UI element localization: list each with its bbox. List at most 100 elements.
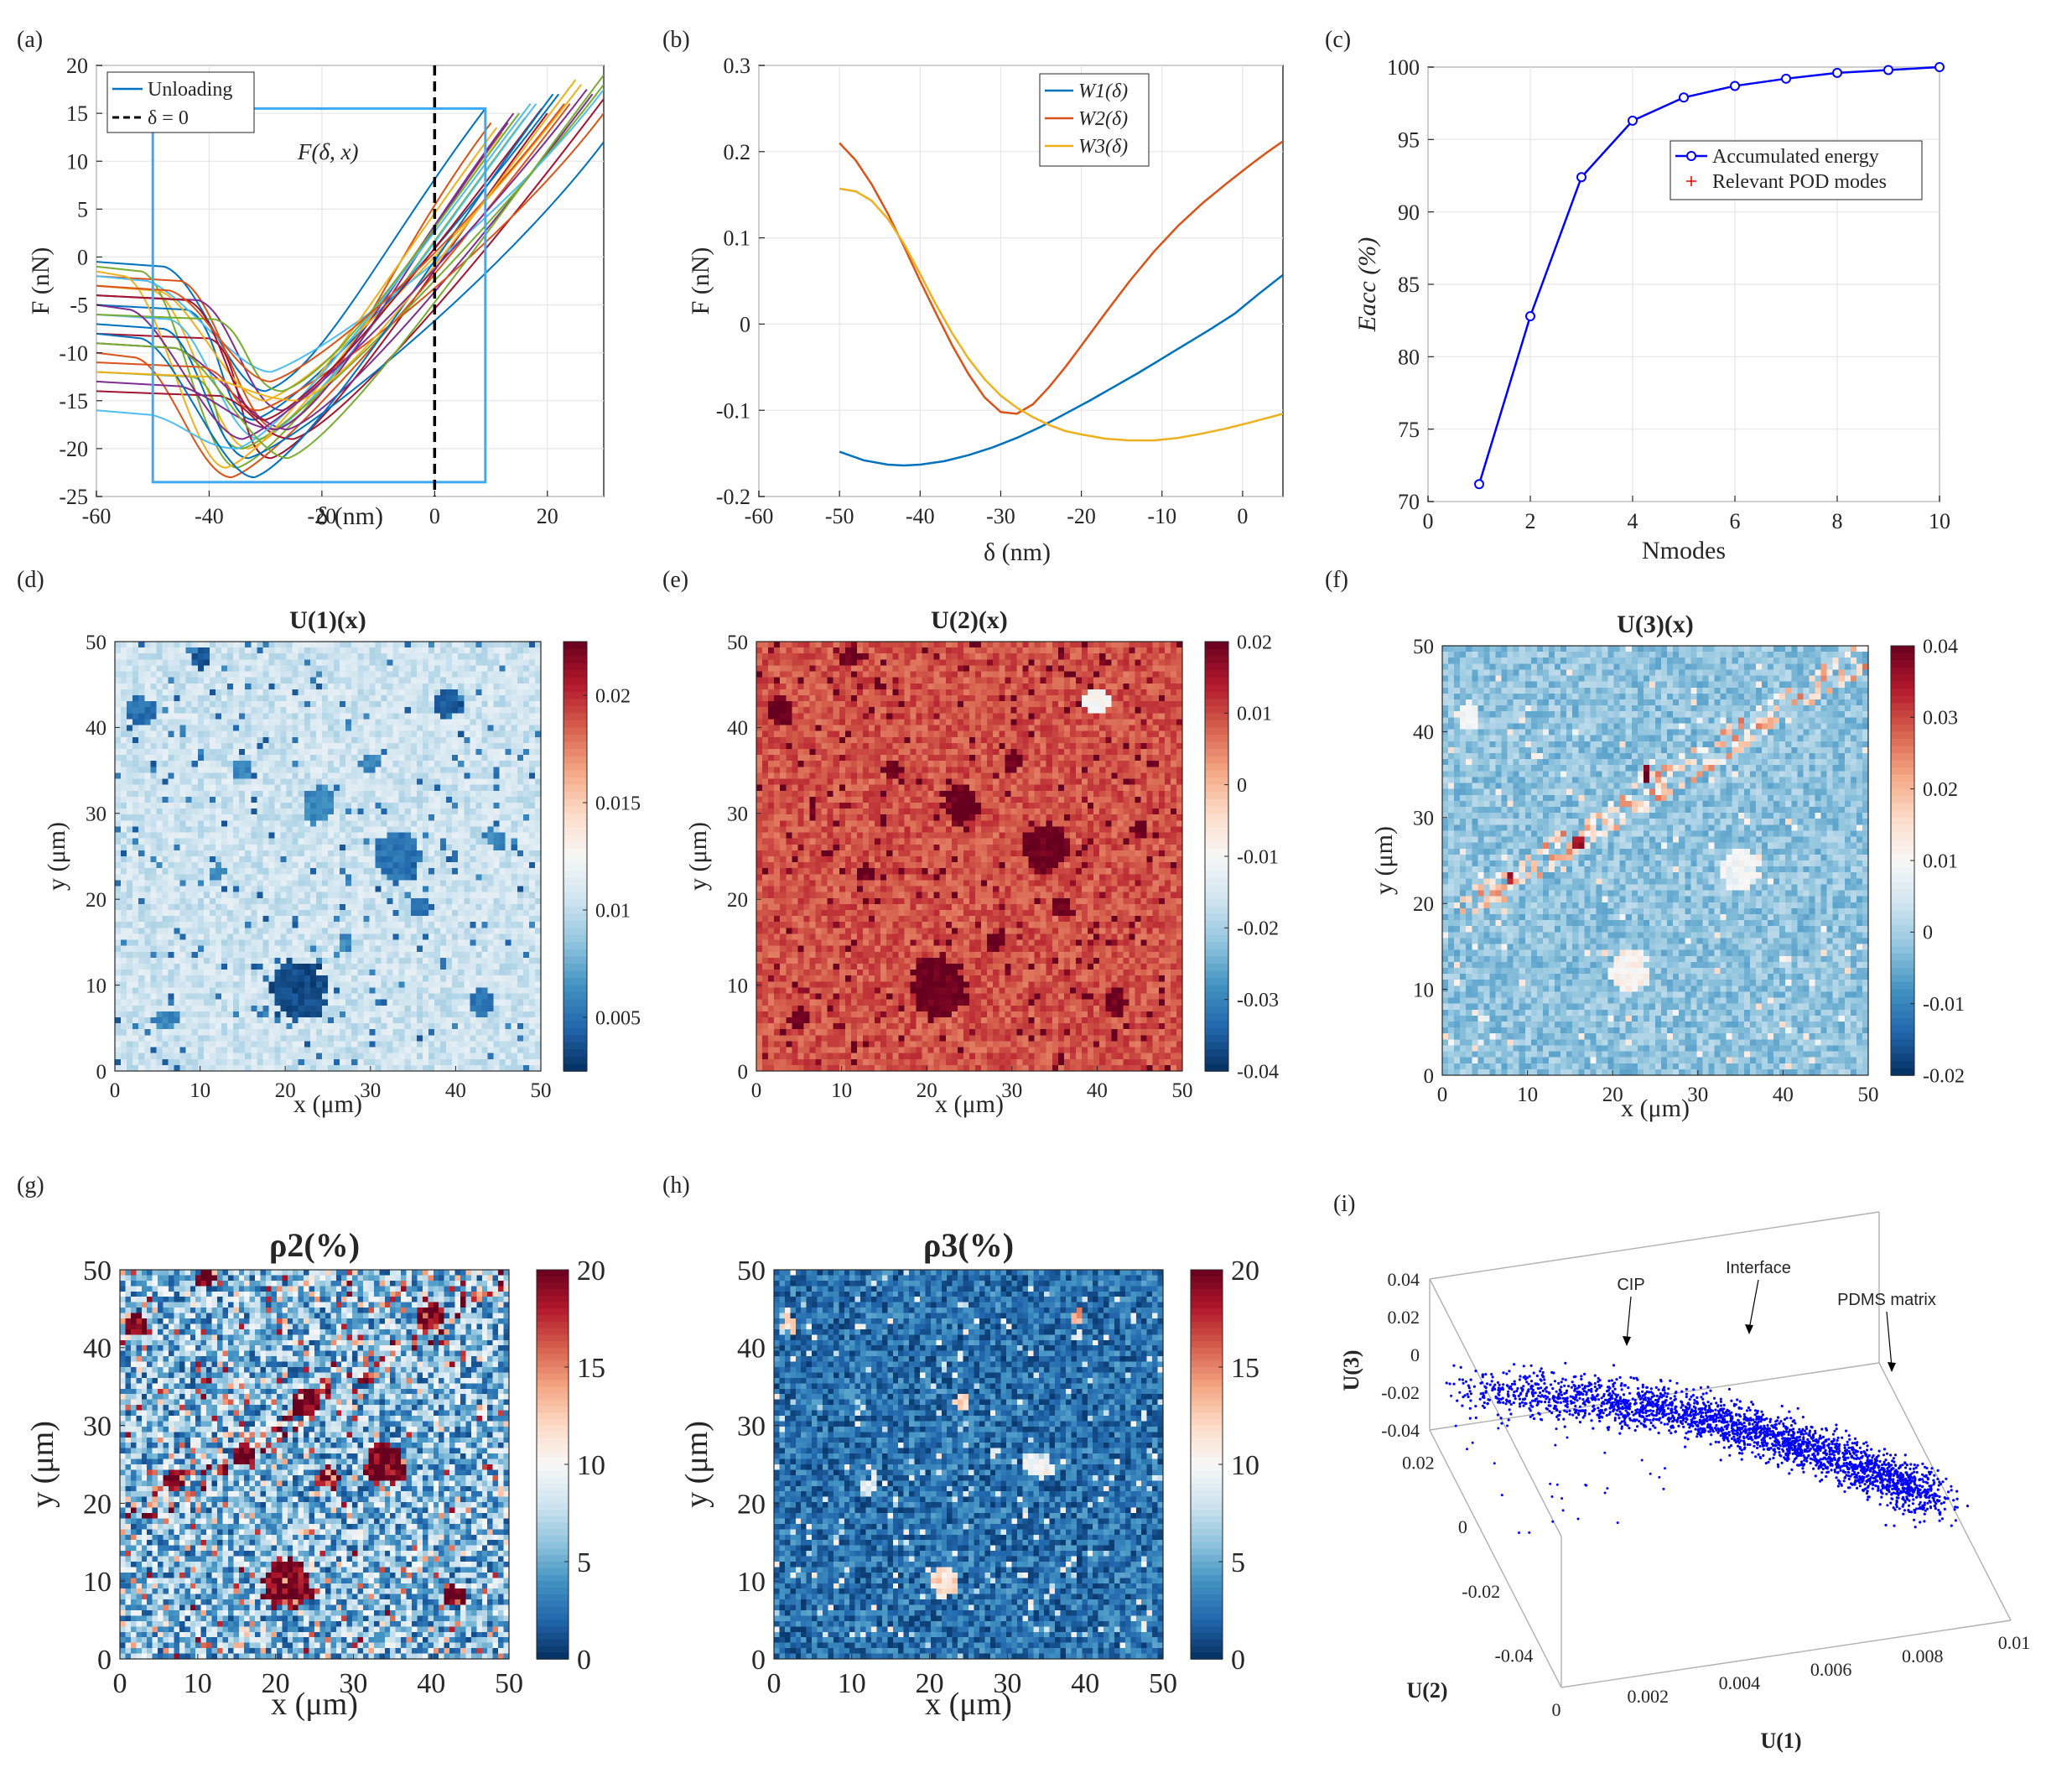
heatmap-cell [493, 778, 501, 786]
heatmap-cell [115, 832, 122, 840]
heatmap-cell [351, 832, 358, 840]
heatmap-cell [375, 689, 382, 696]
heatmap-cell [257, 868, 263, 875]
heatmap-cell [309, 803, 317, 809]
heatmap-cell [505, 964, 512, 970]
heatmap-cell [144, 695, 151, 702]
heatmap-cell [168, 725, 175, 732]
heatmap-cell [534, 970, 542, 976]
heatmap-cell [274, 886, 282, 893]
heatmap-cell [340, 755, 346, 762]
heatmap-cell [345, 1011, 352, 1018]
heatmap-cell [309, 742, 317, 750]
heatmap-cell [499, 683, 506, 690]
heatmap-cell [304, 665, 311, 673]
heatmap-cell [422, 981, 429, 989]
heatmap-cell [440, 731, 447, 738]
heatmap-cell [481, 642, 489, 648]
heatmap-cell [262, 922, 270, 928]
heatmap-cell [387, 892, 394, 899]
heatmap-cell [245, 731, 252, 738]
heatmap-cell [357, 671, 364, 679]
heatmap-cell [404, 731, 412, 738]
heatmap-cell [387, 713, 394, 720]
heatmap-cell [434, 1023, 441, 1030]
heatmap-cell [262, 1029, 270, 1036]
heatmap-cell [369, 814, 376, 821]
heatmap-cell [209, 903, 216, 911]
heatmap-cell [257, 1035, 263, 1042]
heatmap-cell [274, 790, 282, 798]
heatmap-cell [363, 671, 370, 679]
heatmap-cell [505, 719, 512, 726]
heatmap-cell [404, 832, 412, 840]
heatmap-cell [127, 1023, 133, 1030]
heatmap-cell [357, 862, 364, 869]
heatmap-cell [174, 874, 181, 881]
heatmap-cell [499, 892, 506, 899]
heatmap-cell [334, 916, 340, 923]
heatmap-cell [381, 999, 388, 1006]
heatmap-cell [215, 850, 222, 857]
heatmap-cell [481, 1017, 489, 1024]
heatmap-cell [257, 939, 263, 947]
heatmap-cell [191, 975, 199, 982]
heatmap-cell [357, 987, 364, 995]
heatmap-cell [268, 671, 276, 679]
heatmap-cell [392, 707, 400, 714]
heatmap-cell [138, 677, 145, 684]
heatmap-cell [298, 677, 305, 684]
heatmap-cell [144, 1011, 151, 1018]
heatmap-cell [387, 683, 394, 690]
heatmap-cell [345, 820, 352, 828]
heatmap-cell [481, 677, 489, 684]
heatmap-cell [511, 695, 518, 702]
heatmap-cell [357, 725, 364, 732]
heatmap-cell [239, 910, 246, 917]
heatmap-cell [340, 767, 346, 774]
heatmap-cell [298, 784, 305, 792]
heatmap-cell [168, 778, 175, 786]
heatmap-cell [381, 987, 388, 995]
heatmap-cell [475, 796, 483, 803]
heatmap-cell [522, 677, 530, 684]
heatmap-cell [268, 874, 276, 881]
heatmap-cell [464, 677, 470, 684]
heatmap-cell [428, 1017, 435, 1024]
heatmap-cell [375, 975, 382, 982]
heatmap-cell [286, 1017, 293, 1024]
heatmap-cell [156, 642, 164, 648]
heatmap-cell [398, 916, 406, 923]
heatmap-cell [493, 736, 501, 744]
heatmap-cell [351, 749, 358, 756]
heatmap-cell [499, 903, 506, 911]
heatmap-cell [328, 749, 335, 756]
heatmap-cell [392, 653, 400, 660]
heatmap-cell [363, 874, 370, 881]
heatmap-cell [121, 731, 127, 738]
heatmap-cell [363, 1011, 370, 1018]
heatmap-cell [363, 964, 370, 970]
heatmap-cell [440, 642, 447, 648]
heatmap-cell [138, 951, 145, 959]
heatmap-cell [280, 903, 288, 911]
heatmap-cell [369, 957, 376, 964]
heatmap-cell [132, 970, 139, 976]
heatmap-cell [121, 707, 127, 714]
heatmap-cell [434, 951, 441, 959]
heatmap-cell [315, 665, 323, 673]
heatmap-cell [257, 772, 263, 780]
heatmap-cell [351, 725, 358, 732]
heatmap-cell [428, 856, 435, 863]
heatmap-cell [375, 838, 382, 845]
heatmap-cell [428, 749, 435, 756]
heatmap-cell [257, 862, 263, 869]
heatmap-cell [156, 1017, 164, 1024]
heatmap-cell [245, 820, 252, 828]
heatmap-cell [191, 767, 199, 774]
heatmap-cell [487, 1005, 495, 1012]
heatmap-cell [156, 803, 164, 809]
heatmap-cell [203, 725, 210, 732]
heatmap-cell [528, 755, 536, 762]
heatmap-cell [138, 820, 145, 828]
